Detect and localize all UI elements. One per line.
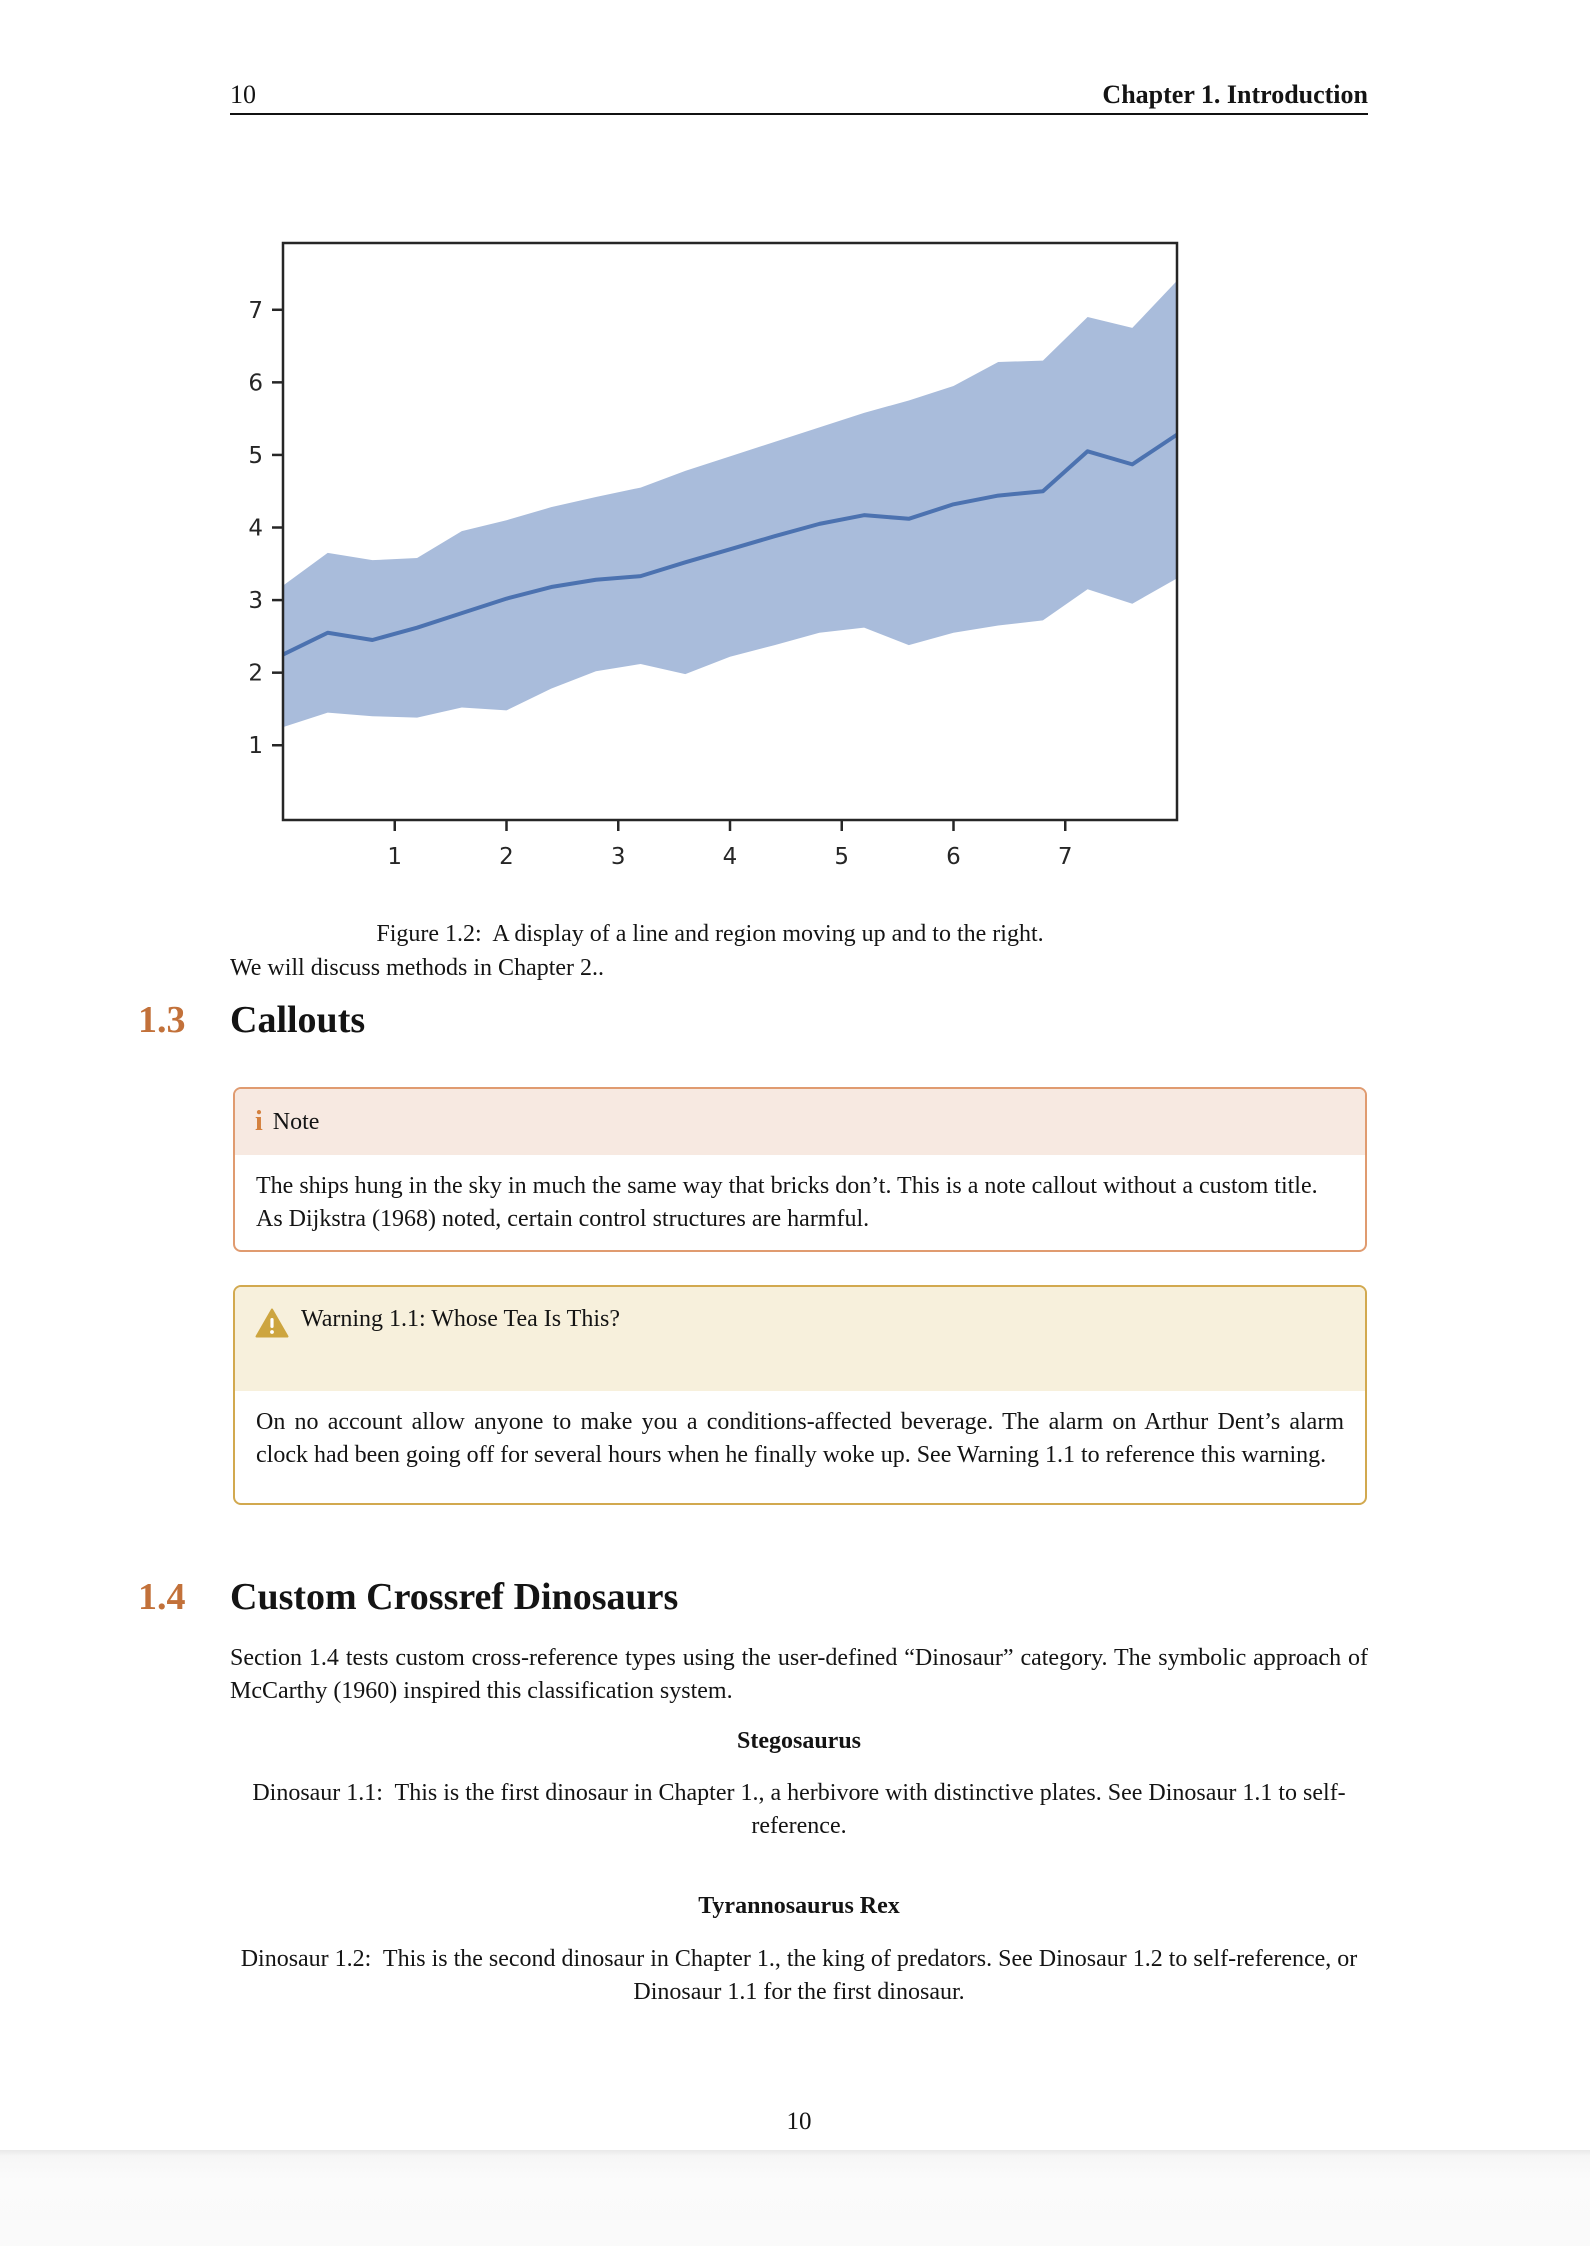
y-tick-label: 6 <box>248 370 263 396</box>
warning-icon <box>255 1308 289 1345</box>
header-page-number: 10 <box>230 80 256 109</box>
section-number: 1.4 <box>138 1576 186 1618</box>
section-title: Callouts <box>230 999 366 1041</box>
dinosaur-1-name: Stegosaurus <box>736 1728 862 1754</box>
note-callout-header: i Note <box>235 1089 1365 1155</box>
x-tick-label: 4 <box>723 844 738 870</box>
y-tick-label: 1 <box>248 733 263 759</box>
warning-callout-header: Warning 1.1: Whose Tea Is This? <box>235 1287 1365 1391</box>
y-tick-label: 2 <box>248 661 263 687</box>
warning-callout: Warning 1.1: Whose Tea Is This? On no ac… <box>233 1285 1367 1505</box>
y-tick-label: 3 <box>248 588 263 614</box>
note-callout: i Note The ships hung in the sky in much… <box>233 1087 1367 1252</box>
line-band-chart: 1 2 3 4 5 6 7 1 2 3 4 5 6 7 <box>248 241 1179 870</box>
figure-caption: Figure 1.2: A display of a line and regi… <box>376 921 1044 947</box>
dinosaur-2-name: Tyrannosaurus Rex <box>698 1893 900 1919</box>
header-rule <box>230 113 1368 115</box>
x-tick-label: 3 <box>611 844 626 870</box>
section-heading-callouts: 1.3 Callouts <box>138 998 365 1042</box>
footer-page-number: 10 <box>786 2108 812 2135</box>
section-heading-dinosaurs: 1.4 Custom Crossref Dinosaurs <box>138 1575 678 1619</box>
x-tick-label: 6 <box>946 844 961 870</box>
x-tick-label: 7 <box>1058 844 1073 870</box>
y-tick-label: 5 <box>248 443 263 469</box>
chart-band <box>283 280 1177 728</box>
note-callout-title: Note <box>272 1108 320 1135</box>
dinosaur-section-intro: Section 1.4 tests custom cross-reference… <box>230 1645 1368 1704</box>
section-number: 1.3 <box>138 999 186 1041</box>
chart-line <box>282 432 1179 657</box>
x-tick-label: 2 <box>499 844 514 870</box>
dinosaur-1-text: Dinosaur 1.1: This is the first dinosaur… <box>252 1780 1346 1839</box>
y-tick-label: 4 <box>248 516 263 542</box>
warning-callout-title: Warning 1.1: Whose Tea Is This? <box>301 1306 620 1332</box>
page-bottom-edge <box>0 2150 1590 2246</box>
dinosaur-2-text: Dinosaur 1.2: This is the second dinosau… <box>240 1946 1364 2005</box>
figure-1-2: 1 2 3 4 5 6 7 1 2 3 4 5 6 7 <box>225 228 1225 888</box>
x-tick-label: 5 <box>834 844 849 870</box>
section-title: Custom Crossref Dinosaurs <box>230 1576 679 1618</box>
y-tick-label: 7 <box>248 298 263 324</box>
header-chapter-title: Chapter 1. Introduction <box>1102 80 1368 109</box>
x-tick-label: 1 <box>387 844 402 870</box>
pdf-page: 10 Chapter 1. Introduction 1 2 3 4 5 6 7 1 2 3 4 5 6… <box>138 80 1368 2135</box>
info-icon: i <box>255 1106 263 1137</box>
paragraph: We will discuss methods in Chapter 2.. <box>230 955 605 981</box>
warning-callout-body: On no account allow anyone to make you a… <box>256 1409 1344 1468</box>
note-callout-body: The ships hung in the sky in much the sa… <box>256 1173 1318 1232</box>
